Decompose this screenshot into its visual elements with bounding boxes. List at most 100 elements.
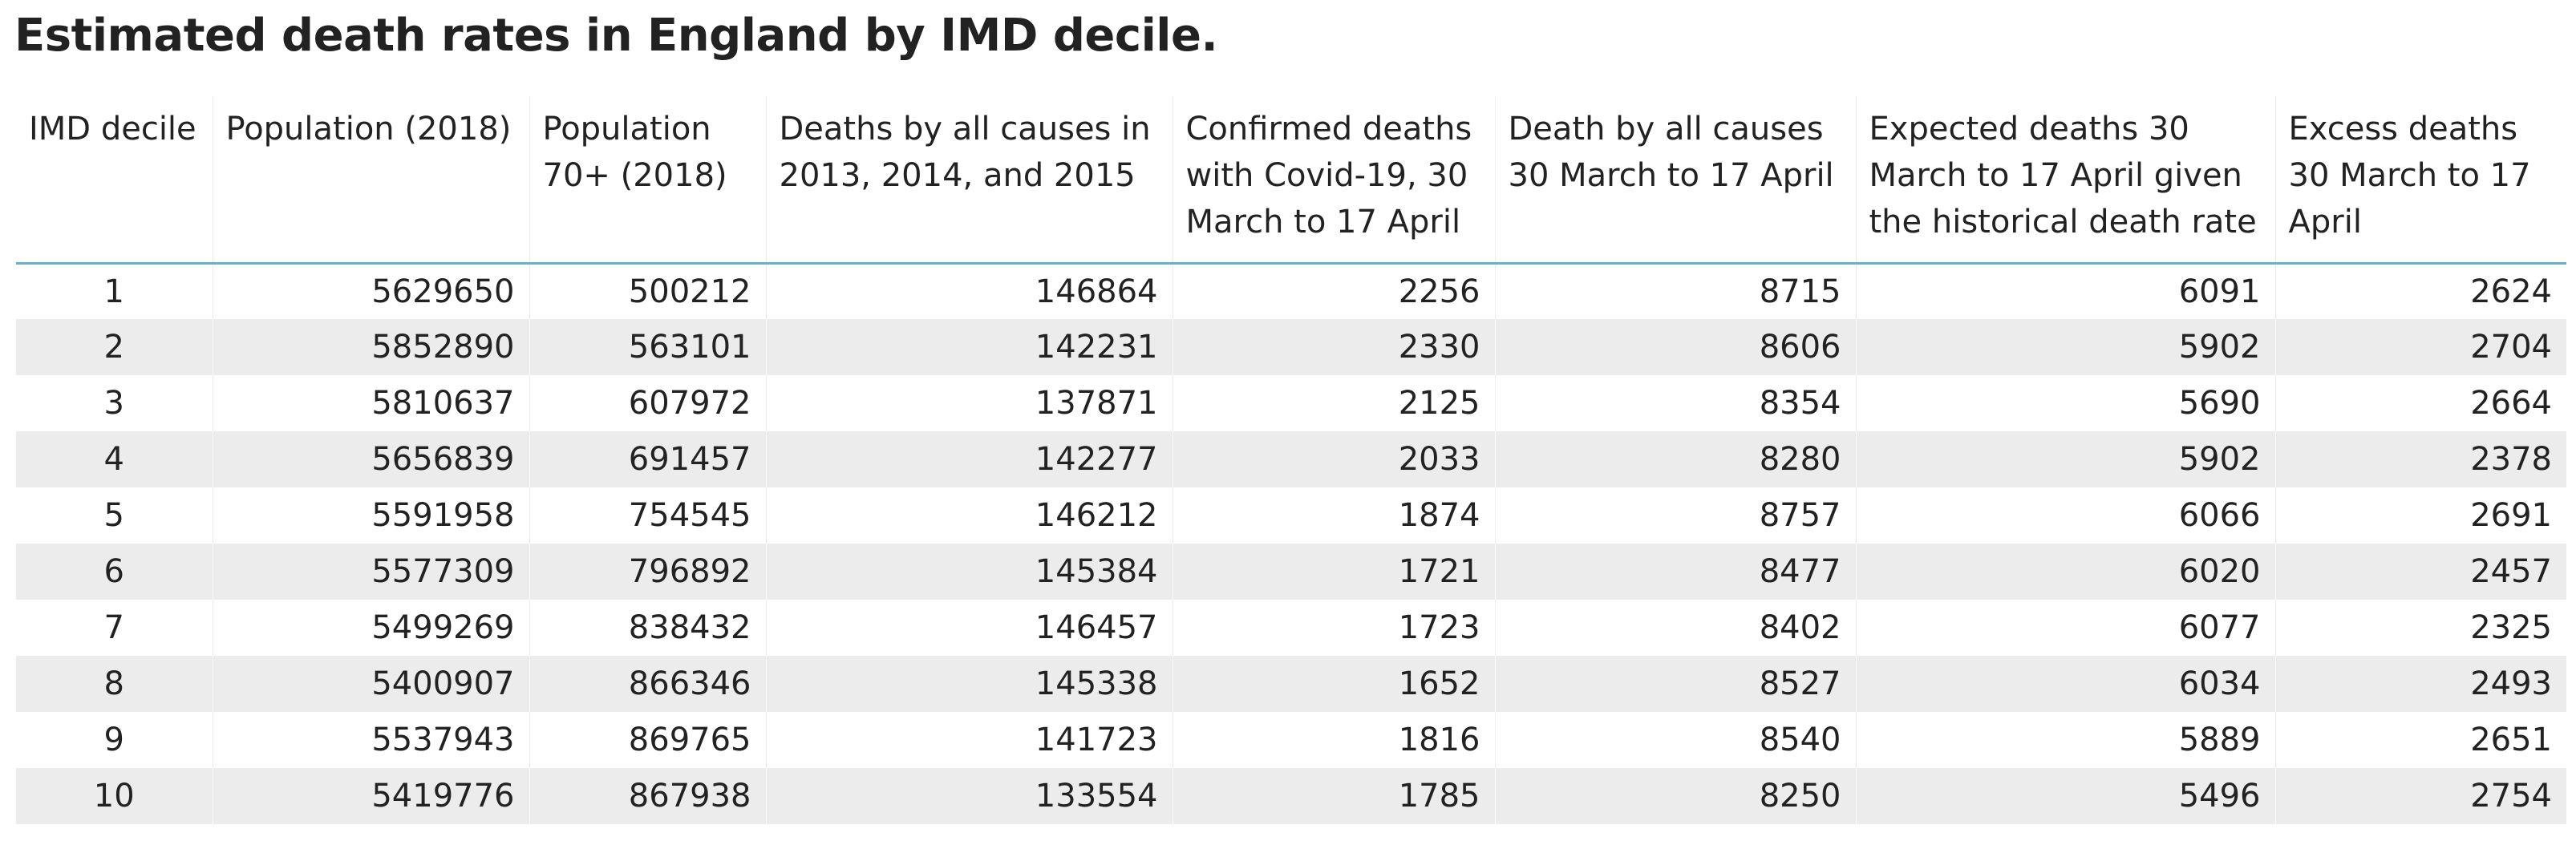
column-header-population-2018[interactable]: Population (2018) xyxy=(213,96,530,265)
table-cell: 133554 xyxy=(766,768,1173,824)
table-cell: 5656839 xyxy=(213,431,530,487)
table-cell: 5499269 xyxy=(213,600,530,656)
table-cell: 8606 xyxy=(1495,319,1857,375)
table-cell: 6066 xyxy=(1856,487,2276,544)
table-cell: 869765 xyxy=(529,712,767,768)
table-cell: 5537943 xyxy=(213,712,530,768)
table-cell: 8 xyxy=(16,656,213,712)
table-cell: 2457 xyxy=(2275,544,2566,600)
table-body: 1 5629650 500212 146864 2256 8715 6091 2624 2 585… xyxy=(16,263,2566,824)
table-cell: 5810637 xyxy=(213,375,530,431)
table-cell: 1874 xyxy=(1173,487,1496,544)
column-header-excess-deaths[interactable]: Excess deaths 30 March to 17 April xyxy=(2275,96,2566,265)
table-row: 7 5499269 838432 146457 1723 8402 6077 2325 xyxy=(16,600,2566,656)
table-cell: 5591958 xyxy=(213,487,530,544)
table-cell: 8527 xyxy=(1495,656,1857,712)
table-cell: 5577309 xyxy=(213,544,530,600)
table-cell: 5902 xyxy=(1856,319,2276,375)
data-table-container: IMD decile Population (2018) Population … xyxy=(16,96,2566,824)
table-row: 5 5591958 754545 146212 1874 8757 6066 2691 xyxy=(16,487,2566,544)
table-cell: 5496 xyxy=(1856,768,2276,824)
column-header-deaths-2013-2015[interactable]: Deaths by all causes in 2013, 2014, and … xyxy=(766,96,1173,265)
table-cell: 6034 xyxy=(1856,656,2276,712)
table-title: Estimated death rates in England by IMD … xyxy=(14,10,1218,62)
column-header-population-70-plus[interactable]: Population 70+ (2018) xyxy=(529,96,767,265)
table-row: 4 5656839 691457 142277 2033 8280 5902 2378 xyxy=(16,431,2566,487)
table-cell: 2378 xyxy=(2275,431,2566,487)
table-cell: 146457 xyxy=(766,600,1173,656)
table-cell: 5690 xyxy=(1856,375,2276,431)
table-cell: 2 xyxy=(16,319,213,375)
table-cell: 2493 xyxy=(2275,656,2566,712)
table-cell: 1723 xyxy=(1173,600,1496,656)
table-row: 1 5629650 500212 146864 2256 8715 6091 2624 xyxy=(16,263,2566,319)
table-cell: 142231 xyxy=(766,319,1173,375)
table-cell: 607972 xyxy=(529,375,767,431)
table-cell: 137871 xyxy=(766,375,1173,431)
table-cell: 4 xyxy=(16,431,213,487)
death-rates-table: IMD decile Population (2018) Population … xyxy=(16,96,2566,824)
table-cell: 8250 xyxy=(1495,768,1857,824)
table-cell: 5889 xyxy=(1856,712,2276,768)
table-cell: 8280 xyxy=(1495,431,1857,487)
table-cell: 10 xyxy=(16,768,213,824)
table-cell: 2704 xyxy=(2275,319,2566,375)
table-cell: 8477 xyxy=(1495,544,1857,600)
table-cell: 145338 xyxy=(766,656,1173,712)
table-cell: 2325 xyxy=(2275,600,2566,656)
table-cell: 6020 xyxy=(1856,544,2276,600)
table-cell: 2624 xyxy=(2275,263,2566,319)
table-cell: 2691 xyxy=(2275,487,2566,544)
table-cell: 1 xyxy=(16,263,213,319)
table-cell: 2125 xyxy=(1173,375,1496,431)
table-cell: 2256 xyxy=(1173,263,1496,319)
table-cell: 5400907 xyxy=(213,656,530,712)
table-cell: 8757 xyxy=(1495,487,1857,544)
table-cell: 754545 xyxy=(529,487,767,544)
header-row: IMD decile Population (2018) Population … xyxy=(16,96,2566,265)
table-row: 2 5852890 563101 142231 2330 8606 5902 2704 xyxy=(16,319,2566,375)
table-row: 10 5419776 867938 133554 1785 8250 5496 2754 xyxy=(16,768,2566,824)
table-cell: 5629650 xyxy=(213,263,530,319)
table-cell: 1652 xyxy=(1173,656,1496,712)
table-cell: 1721 xyxy=(1173,544,1496,600)
column-header-confirmed-covid-deaths[interactable]: Confirmed deaths with Covid-19, 30 March… xyxy=(1173,96,1496,265)
table-cell: 5852890 xyxy=(213,319,530,375)
table-cell: 2033 xyxy=(1173,431,1496,487)
table-row: 8 5400907 866346 145338 1652 8527 6034 2493 xyxy=(16,656,2566,712)
table-cell: 1785 xyxy=(1173,768,1496,824)
table-cell: 838432 xyxy=(529,600,767,656)
table-cell: 5419776 xyxy=(213,768,530,824)
table-cell: 5 xyxy=(16,487,213,544)
column-header-deaths-all-causes[interactable]: Death by all causes 30 March to 17 April xyxy=(1495,96,1857,265)
table-cell: 146212 xyxy=(766,487,1173,544)
table-cell: 867938 xyxy=(529,768,767,824)
table-cell: 563101 xyxy=(529,319,767,375)
table-cell: 7 xyxy=(16,600,213,656)
table-cell: 5902 xyxy=(1856,431,2276,487)
table-cell: 2651 xyxy=(2275,712,2566,768)
table-cell: 8715 xyxy=(1495,263,1857,319)
table-cell: 3 xyxy=(16,375,213,431)
table-cell: 6091 xyxy=(1856,263,2276,319)
table-row: 3 5810637 607972 137871 2125 8354 5690 2664 xyxy=(16,375,2566,431)
table-row: 6 5577309 796892 145384 1721 8477 6020 2457 xyxy=(16,544,2566,600)
table-cell: 1816 xyxy=(1173,712,1496,768)
table-cell: 2330 xyxy=(1173,319,1496,375)
column-header-expected-deaths[interactable]: Expected deaths 30 March to 17 April giv… xyxy=(1856,96,2276,265)
table-cell: 142277 xyxy=(766,431,1173,487)
table-cell: 146864 xyxy=(766,263,1173,319)
table-cell: 8540 xyxy=(1495,712,1857,768)
table-cell: 866346 xyxy=(529,656,767,712)
column-header-imd-decile[interactable]: IMD decile xyxy=(16,96,213,265)
table-cell: 8402 xyxy=(1495,600,1857,656)
table-cell: 145384 xyxy=(766,544,1173,600)
table-cell: 6077 xyxy=(1856,600,2276,656)
table-cell: 691457 xyxy=(529,431,767,487)
table-cell: 6 xyxy=(16,544,213,600)
table-cell: 2664 xyxy=(2275,375,2566,431)
table-cell: 500212 xyxy=(529,263,767,319)
table-cell: 8354 xyxy=(1495,375,1857,431)
table-cell: 141723 xyxy=(766,712,1173,768)
table-cell: 2754 xyxy=(2275,768,2566,824)
